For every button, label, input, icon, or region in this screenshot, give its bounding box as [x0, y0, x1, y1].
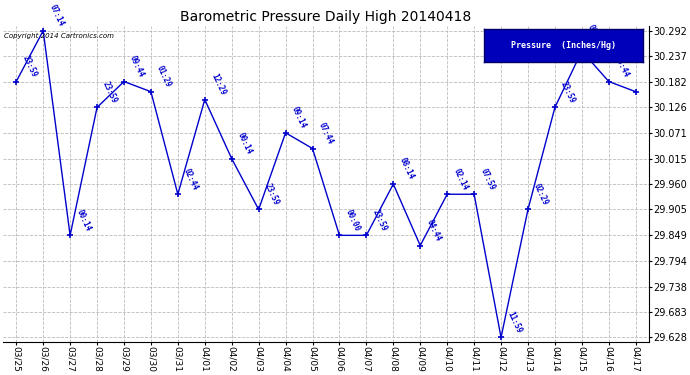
Text: 08:14: 08:14: [397, 156, 415, 181]
Text: 23:59: 23:59: [101, 80, 119, 105]
Text: 11:59: 11:59: [505, 310, 523, 334]
Text: 23:44: 23:44: [613, 54, 631, 79]
Text: 02:14: 02:14: [451, 167, 469, 192]
Text: 00:14: 00:14: [75, 208, 92, 232]
Text: 02:44: 02:44: [182, 167, 200, 192]
Text: 07:44: 07:44: [317, 121, 335, 146]
Text: 09:14: 09:14: [290, 105, 308, 130]
Text: 07:14: 07:14: [48, 3, 66, 28]
Text: 04:44: 04:44: [424, 218, 442, 243]
Text: 23:59: 23:59: [263, 182, 281, 207]
Text: 07:59: 07:59: [478, 167, 496, 192]
Text: 23:59: 23:59: [371, 208, 388, 232]
Text: Copyright 2014 Cartronics.com: Copyright 2014 Cartronics.com: [4, 32, 114, 39]
Title: Barometric Pressure Daily High 20140418: Barometric Pressure Daily High 20140418: [180, 9, 471, 24]
Text: 01:29: 01:29: [155, 64, 173, 89]
Text: 08:14: 08:14: [586, 24, 604, 48]
Text: 12:29: 12:29: [209, 72, 227, 97]
Text: 02:29: 02:29: [532, 182, 550, 207]
Text: 09:44: 09:44: [128, 54, 146, 79]
Text: 23:59: 23:59: [559, 80, 577, 105]
Text: 00:14: 00:14: [236, 131, 254, 156]
Text: 23:59: 23:59: [21, 54, 39, 79]
Text: 00:00: 00:00: [344, 208, 362, 232]
